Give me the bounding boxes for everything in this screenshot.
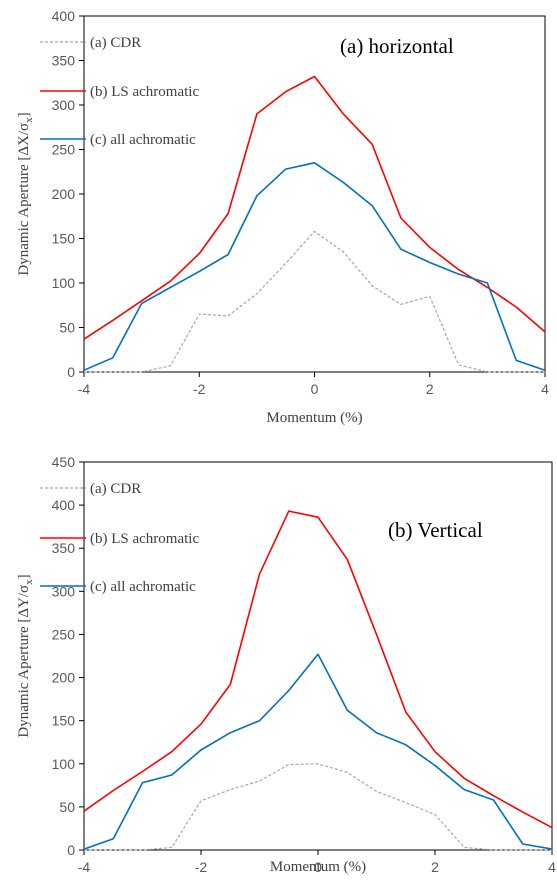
chart-horizontal: 0 50 100 150 200 250 300 350 400 -4 -2 0 2 4 (a) CDR (b…	[0, 0, 557, 440]
x-tick-label: 4	[548, 859, 556, 875]
x-tick-label: 4	[541, 381, 549, 397]
legend-label: (a) CDR	[90, 481, 141, 497]
y-tick-label: 0	[67, 842, 75, 858]
x-tick-label: 2	[431, 859, 439, 875]
y-tick-label: 250	[52, 626, 76, 642]
x-tick-label: 0	[311, 381, 319, 397]
y-tick-label: 400	[52, 497, 76, 513]
y-tick-label: 150	[52, 713, 76, 729]
y-tick-label: 150	[52, 231, 76, 247]
x-tick-label: 2	[426, 381, 434, 397]
chart-svg: 0 50 100 150 200 250 300 350 400 -4 -2 0 2 4 (a) CDR (b…	[16, 8, 549, 426]
y-tick-label: 450	[52, 454, 76, 470]
y-axis-label: Dynamic Aperture [ΔY/σx]	[16, 574, 35, 737]
x-tick-label: -4	[78, 859, 91, 875]
y-tick-label: 300	[52, 97, 76, 113]
chart-title: (b) Vertical	[388, 518, 483, 542]
legend-label: (c) all achromatic	[90, 579, 196, 595]
chart-title: (a) horizontal	[340, 34, 454, 58]
chart-vertical: 0 50 100 150 200 250 300 350 400 450 -4 -2 0 2 4 (a) CD…	[0, 442, 557, 882]
x-tick-label: -4	[78, 381, 91, 397]
legend-label: (a) CDR	[90, 35, 141, 51]
y-tick-label: 400	[52, 8, 76, 24]
y-tick-label: 350	[52, 540, 76, 556]
y-tick-label: 200	[52, 670, 76, 686]
y-tick-label: 100	[52, 756, 76, 772]
y-axis-label: Dynamic Aperture [ΔX/σx]	[16, 112, 35, 275]
y-tick-label: 200	[52, 186, 76, 202]
legend-label: (b) LS achromatic	[90, 84, 199, 100]
series-line-cdr	[84, 763, 552, 851]
series-line-all-achromatic	[83, 162, 546, 371]
chart-svg: 0 50 100 150 200 250 300 350 400 450 -4 -2 0 2 4 (a) CD…	[16, 454, 556, 875]
x-tick-label: 0	[314, 859, 322, 875]
series-line-all-achromatic	[83, 653, 553, 850]
x-tick-label: -2	[193, 381, 206, 397]
series-line-ls-achromatic	[83, 510, 553, 829]
x-axis-label: Momentum (%)	[270, 859, 366, 875]
plot-area-frame	[83, 15, 546, 373]
series-line-cdr	[84, 230, 545, 373]
y-tick-label: 350	[52, 53, 76, 69]
y-tick-label: 300	[52, 583, 76, 599]
y-tick-label: 50	[59, 320, 75, 336]
legend-label: (b) LS achromatic	[90, 531, 199, 547]
x-tick-label: -2	[195, 859, 208, 875]
y-tick-label: 0	[67, 364, 75, 380]
y-tick-label: 100	[52, 275, 76, 291]
legend-label: (c) all achromatic	[90, 132, 196, 148]
series-line-ls-achromatic	[83, 75, 546, 340]
y-tick-label: 250	[52, 142, 76, 158]
y-tick-label: 50	[59, 799, 75, 815]
x-axis-label: Momentum (%)	[266, 410, 362, 426]
